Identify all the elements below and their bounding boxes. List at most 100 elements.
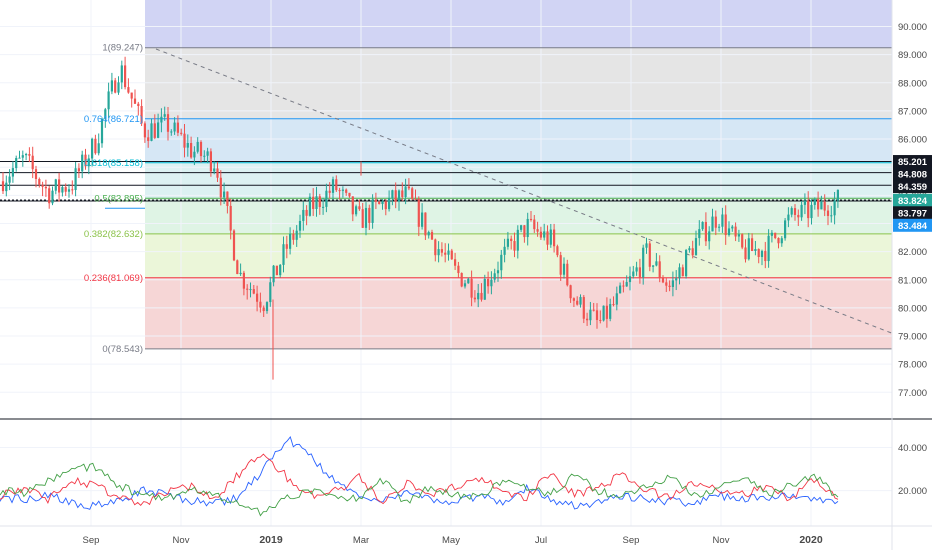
candle-body-239 — [790, 208, 793, 215]
candle-101 — [335, 175, 338, 192]
candle-body-247 — [817, 199, 820, 210]
candle-body-194 — [642, 247, 645, 278]
candle-127 — [421, 203, 424, 230]
candle-30 — [100, 117, 104, 148]
candle-body-149 — [493, 273, 496, 280]
candle-236 — [780, 236, 783, 247]
candle-153 — [506, 231, 509, 250]
candle-235 — [777, 237, 780, 249]
candle-189 — [625, 275, 628, 287]
trend-line[interactable] — [155, 48, 893, 334]
candle-33 — [110, 72, 113, 95]
candle-72 — [239, 263, 242, 276]
x-tick-2: 2019 — [259, 534, 283, 546]
candle-135 — [447, 243, 450, 261]
candle-209 — [691, 240, 694, 259]
candle-82 — [272, 264, 275, 287]
candle-body-166 — [549, 229, 552, 245]
candle-body-88 — [292, 233, 295, 240]
candle-body-99 — [328, 190, 331, 193]
candle-body-172 — [569, 285, 572, 299]
candle-body-55 — [183, 133, 186, 148]
candle-body-232 — [767, 235, 770, 262]
price-tick-12: 89.000 — [898, 50, 927, 61]
candle-body-168 — [556, 246, 559, 256]
candle-body-230 — [760, 250, 764, 257]
candle-67 — [223, 182, 226, 205]
candle-220 — [727, 221, 731, 237]
candle-body-96 — [318, 196, 321, 207]
candle-body-67 — [223, 191, 226, 198]
candle-body-97 — [322, 206, 325, 208]
candle-243 — [803, 193, 806, 215]
candle-body-112 — [371, 199, 374, 223]
candle-245 — [810, 199, 813, 225]
candle-body-42 — [140, 106, 143, 124]
candle-body-40 — [133, 98, 137, 104]
candle-7 — [25, 152, 28, 161]
candle-body-235 — [777, 237, 780, 244]
candle-body-68 — [226, 191, 229, 206]
candle-body-107 — [355, 206, 358, 215]
candle-body-30 — [100, 118, 104, 144]
candle-body-77 — [256, 293, 259, 302]
candle-24 — [81, 150, 84, 179]
candle-body-205 — [678, 267, 681, 279]
candle-body-169 — [559, 255, 562, 275]
candle-50 — [166, 107, 170, 141]
candle-40 — [133, 89, 137, 104]
candle-196 — [648, 241, 651, 272]
candle-body-245 — [810, 204, 813, 219]
candle-body-41 — [137, 103, 140, 107]
candle-body-86 — [285, 244, 288, 249]
candle-119 — [394, 182, 397, 209]
price-tick-13: 90.000 — [898, 22, 927, 33]
candle-body-118 — [391, 190, 394, 199]
candle-54 — [180, 128, 183, 136]
candle-body-164 — [543, 231, 546, 238]
candle-body-80 — [265, 302, 269, 312]
candle-214 — [708, 226, 711, 250]
candle-76 — [252, 284, 255, 295]
candle-body-152 — [503, 246, 506, 255]
fib-lines — [105, 47, 892, 350]
x-tick-5: Jul — [535, 535, 547, 546]
candle-48 — [160, 108, 163, 133]
candle-body-185 — [612, 304, 615, 306]
candle-110 — [364, 202, 368, 236]
candle-body-246 — [813, 199, 816, 205]
candle-167 — [553, 223, 556, 253]
candle-body-238 — [787, 214, 790, 221]
candle-237 — [784, 218, 787, 241]
candle-83 — [275, 265, 278, 276]
candle-body-191 — [632, 271, 635, 277]
candle-body-22 — [74, 168, 77, 191]
candle-body-196 — [648, 243, 651, 267]
fib-label-6: 0(78.543) — [102, 344, 143, 355]
price-badge-label-2: 84.359 — [898, 182, 927, 193]
candle-body-143 — [473, 297, 476, 300]
candle-93 — [308, 193, 311, 217]
candle-150 — [496, 261, 500, 282]
candle-121 — [401, 182, 404, 202]
candle-body-93 — [308, 196, 311, 216]
candle-84 — [279, 263, 282, 278]
candle-body-200 — [661, 278, 665, 283]
candle-body-105 — [348, 192, 351, 197]
candle-body-224 — [741, 234, 744, 248]
candle-207 — [685, 248, 688, 279]
candle-body-102 — [338, 190, 341, 192]
price-tick-10: 87.000 — [898, 106, 927, 117]
candle-242 — [800, 200, 803, 221]
candle-73 — [242, 270, 245, 296]
candle-body-64 — [213, 168, 216, 172]
candle-69 — [229, 198, 232, 240]
candle-213 — [704, 212, 707, 246]
candle-166 — [549, 223, 552, 248]
candle-105 — [348, 192, 351, 198]
candle-120 — [397, 189, 401, 211]
candle-129 — [427, 230, 430, 239]
candle-251 — [830, 205, 833, 223]
candle-body-128 — [424, 212, 427, 236]
